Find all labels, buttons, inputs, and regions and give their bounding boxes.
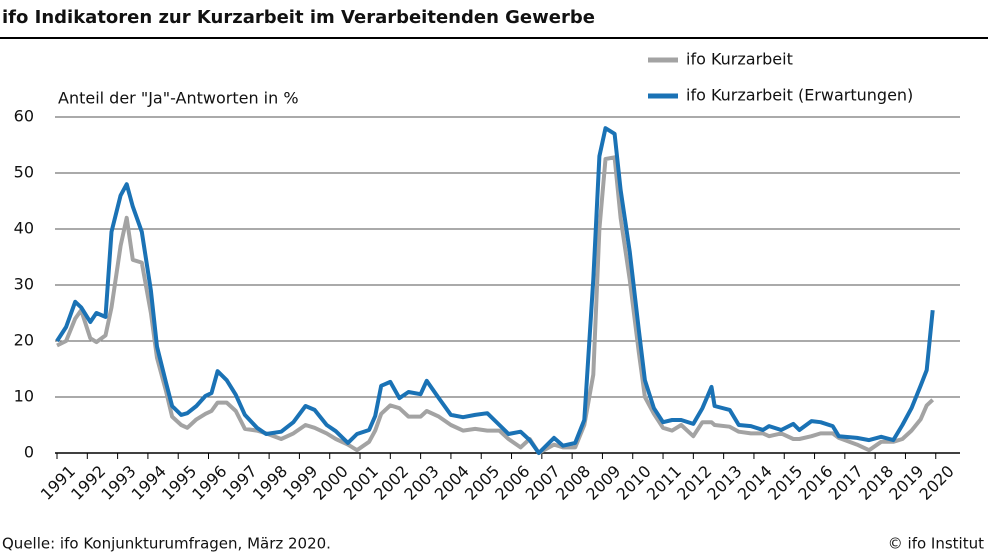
x-tick-label: 1993 bbox=[97, 462, 139, 504]
x-tick-label: 2006 bbox=[491, 462, 533, 504]
x-tick-label: 1998 bbox=[249, 462, 291, 504]
y-tick-label: 20 bbox=[14, 331, 34, 350]
x-tick-label: 2009 bbox=[582, 462, 624, 504]
x-tick-label: 2000 bbox=[310, 462, 352, 504]
y-tick-label: 50 bbox=[14, 163, 34, 182]
x-tick-label: 2012 bbox=[673, 462, 715, 504]
x-tick-label: 2005 bbox=[461, 462, 503, 504]
y-tick-label: 60 bbox=[14, 107, 34, 126]
x-tick-label: 1992 bbox=[67, 462, 109, 504]
source: Quelle: ifo Konjunkturumfragen, März 202… bbox=[2, 535, 331, 553]
x-tick-label: 1997 bbox=[219, 462, 261, 504]
x-tick-label: 1995 bbox=[158, 462, 200, 504]
x-tick-label: 2004 bbox=[431, 462, 473, 504]
x-tick-label: 2011 bbox=[643, 462, 685, 504]
series-line bbox=[55, 126, 935, 455]
x-tick-label: 1991 bbox=[37, 462, 79, 504]
x-tick-label: 2003 bbox=[400, 462, 442, 504]
x-tick-label: 2007 bbox=[522, 462, 564, 504]
x-tick-label: 2016 bbox=[794, 462, 836, 504]
x-tick-label: 2018 bbox=[855, 462, 897, 504]
series-line bbox=[56, 155, 935, 455]
credit: © ifo Institut bbox=[888, 535, 984, 553]
x-tick-label: 2017 bbox=[825, 462, 867, 504]
x-tick-label: 2010 bbox=[613, 462, 655, 504]
x-tick-label: 1994 bbox=[128, 462, 170, 504]
x-tick-label: 2013 bbox=[703, 462, 745, 504]
y-tick-label: 10 bbox=[14, 387, 34, 406]
y-tick-label: 0 bbox=[24, 443, 34, 462]
x-tick-label: 2002 bbox=[370, 462, 412, 504]
y-tick-label: 30 bbox=[14, 275, 34, 294]
y-axis-label: Anteil der "Ja"-Antworten in % bbox=[58, 89, 299, 108]
x-tick-label: 2019 bbox=[885, 462, 927, 504]
x-tick-label: 2008 bbox=[552, 462, 594, 504]
x-tick-label: 2015 bbox=[764, 462, 806, 504]
x-tick-label: 2001 bbox=[340, 462, 382, 504]
x-tick-label: 2020 bbox=[916, 462, 958, 504]
x-tick-label: 1996 bbox=[188, 462, 230, 504]
legend-label: ifo Kurzarbeit bbox=[686, 50, 793, 69]
y-tick-label: 40 bbox=[14, 219, 34, 238]
x-tick-label: 1999 bbox=[279, 462, 321, 504]
x-tick-label: 2014 bbox=[734, 462, 776, 504]
legend-label: ifo Kurzarbeit (Erwartungen) bbox=[686, 86, 913, 105]
chart-title: ifo Indikatoren zur Kurzarbeit im Verarb… bbox=[2, 7, 595, 28]
